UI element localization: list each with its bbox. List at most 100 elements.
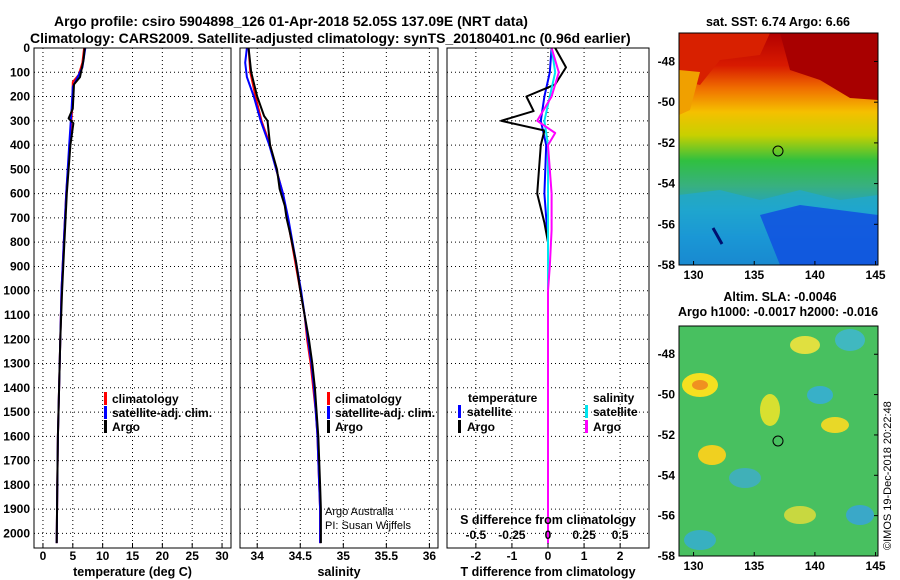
- series-line-t-satellite: [539, 47, 553, 544]
- salinity-panel: 34 34.5 35 35.5 36 salinity: [239, 47, 439, 579]
- sla-yellow-patch: [821, 417, 849, 433]
- legend-swatch-t-argo: [458, 420, 461, 433]
- y-tick-label: 1000: [3, 284, 30, 298]
- sla-map-title-1: Altim. SLA: -0.0046: [723, 290, 836, 304]
- legend-swatch-s-satellite: [585, 405, 588, 418]
- sst-map-title: sat. SST: 6.74 Argo: 6.66: [706, 15, 850, 29]
- secondary-tick-label: -0.25: [498, 528, 526, 542]
- legend-swatch-satellite: [327, 406, 330, 419]
- sla-cyan-patch: [835, 329, 865, 351]
- secondary-tick-label: 0: [545, 528, 552, 542]
- y-tick-label: 600: [10, 187, 30, 201]
- sla-cyan-patch: [807, 386, 833, 404]
- x-tick-label: -2: [471, 549, 482, 563]
- sla-orange-patch: [692, 380, 708, 390]
- sla-field: [679, 326, 878, 556]
- sst-map-frame: [678, 32, 879, 266]
- legend-swatch-climatology: [104, 392, 107, 405]
- x-tick-label: 2: [617, 549, 624, 563]
- map-y-tick-label: -58: [658, 549, 676, 563]
- sst-map-axes: 130 135 140 145 -48 -50 -52 -54 -56 -58: [658, 54, 886, 282]
- credit-line-1: Argo Australia: [325, 506, 394, 518]
- sla-float-marker: [772, 435, 784, 447]
- legend-label-argo: Argo: [335, 420, 363, 434]
- legend-label-climatology: climatology: [335, 392, 402, 406]
- x-tick-label: 35.5: [375, 549, 399, 563]
- temperature-panel: 0 5 10 15 20 25 30 temperature (deg C) 0 100 200 30…: [3, 41, 232, 579]
- x-tick-label: 5: [69, 549, 76, 563]
- series-line-argo: [247, 47, 322, 544]
- credit-line-2: PI: Susan Wijffels: [325, 520, 411, 532]
- y-tick-label: 2000: [3, 526, 30, 540]
- secondary-tick-label: 0.5: [612, 528, 629, 542]
- y-tick-label: 1200: [3, 332, 30, 346]
- sla-map-title-2: Argo h1000: -0.0017 h2000: -0.016: [678, 305, 878, 319]
- title-line-2: Climatology: CARS2009. Satellite-adjuste…: [30, 30, 631, 46]
- legend-label-climatology: climatology: [112, 392, 179, 406]
- y-tick-label: 0: [23, 41, 30, 55]
- sla-cyan-patch: [729, 468, 761, 488]
- map-x-tick-label: 135: [744, 268, 764, 282]
- legend-label-satellite: satellite-adj. clim.: [335, 406, 435, 420]
- y-tick-label: 800: [10, 235, 30, 249]
- y-tick-label: 300: [10, 114, 30, 128]
- x-tick-label: 30: [215, 549, 229, 563]
- map-y-tick-label: -52: [658, 428, 676, 442]
- map-x-tick-label: 135: [744, 559, 764, 573]
- legend-swatch-t-satellite: [458, 405, 461, 418]
- series-line-argo: [55, 47, 86, 544]
- x-tick-label: 20: [156, 549, 170, 563]
- map-x-tick-label: 145: [866, 268, 886, 282]
- map-y-tick-label: -56: [658, 217, 676, 231]
- title-line-1: Argo profile: csiro 5904898_126 01-Apr-2…: [54, 13, 528, 29]
- sla-map-axes: 130 135 140 145 -48 -50 -52 -54 -56 -58: [658, 347, 886, 573]
- sla-cyan-patch: [684, 530, 716, 550]
- map-x-tick-label: 140: [805, 559, 825, 573]
- x-tick-label: 0: [545, 549, 552, 563]
- sla-cyan-patch: [846, 505, 874, 525]
- legend-label-s-satellite: satellite: [593, 405, 638, 419]
- map-y-tick-label: -50: [658, 388, 676, 402]
- sla-yellow-patch: [760, 394, 780, 426]
- y-tick-label: 1800: [3, 478, 30, 492]
- legend-swatch-climatology: [327, 392, 330, 405]
- map-y-tick-label: -58: [658, 258, 676, 272]
- x-tick-label: 25: [186, 549, 200, 563]
- series-line-s-argo: [536, 47, 560, 544]
- legend-swatch-argo: [104, 420, 107, 433]
- imos-stamp: ©IMOS 19-Dec-2018 20:22:48: [882, 401, 894, 550]
- x-tick-label: 10: [96, 549, 110, 563]
- y-tick-label: 100: [10, 65, 30, 79]
- map-y-tick-label: -48: [658, 347, 676, 361]
- y-tick-label: 500: [10, 162, 30, 176]
- sla-yellow-patch: [790, 336, 820, 354]
- sst-orange-patch: [679, 70, 700, 115]
- map-y-tick-label: -48: [658, 54, 676, 68]
- map-x-tick-label: 145: [866, 559, 886, 573]
- legend-swatch-s-argo: [585, 420, 588, 433]
- sla-yellow-patch: [698, 445, 726, 465]
- legend-label-t-argo: Argo: [467, 420, 495, 434]
- difference-panel: -2 -1 0 1 2 T difference from climatology S di…: [446, 47, 650, 579]
- y-tick-label: 1900: [3, 502, 30, 516]
- sst-map: sat. SST: 6.74 Argo: 6.66 130 135 140 145 -4…: [658, 15, 886, 282]
- x-tick-label: 36: [423, 549, 437, 563]
- y-tick-label: 1500: [3, 405, 30, 419]
- x-tick-label: 0: [40, 549, 47, 563]
- legend-title-temperature: temperature: [468, 391, 538, 405]
- x-axis-label: T difference from climatology: [460, 565, 635, 579]
- sst-dark-red-patch: [780, 33, 878, 100]
- sla-map-frame: [678, 325, 879, 557]
- y-tick-label: 400: [10, 138, 30, 152]
- series-line-s-satellite: [543, 47, 557, 544]
- map-x-tick-label: 130: [684, 268, 704, 282]
- sst-float-marker: [772, 145, 784, 157]
- secondary-tick-label: -0.5: [466, 528, 487, 542]
- map-x-tick-label: 130: [684, 559, 704, 573]
- x-tick-label: 15: [126, 549, 140, 563]
- legend-label-t-satellite: satellite: [467, 405, 512, 419]
- x-axis-label: temperature (deg C): [73, 565, 192, 579]
- x-tick-label: 34.5: [289, 549, 313, 563]
- sst-warm-patch: [679, 33, 770, 85]
- x-tick-label: 35: [337, 549, 351, 563]
